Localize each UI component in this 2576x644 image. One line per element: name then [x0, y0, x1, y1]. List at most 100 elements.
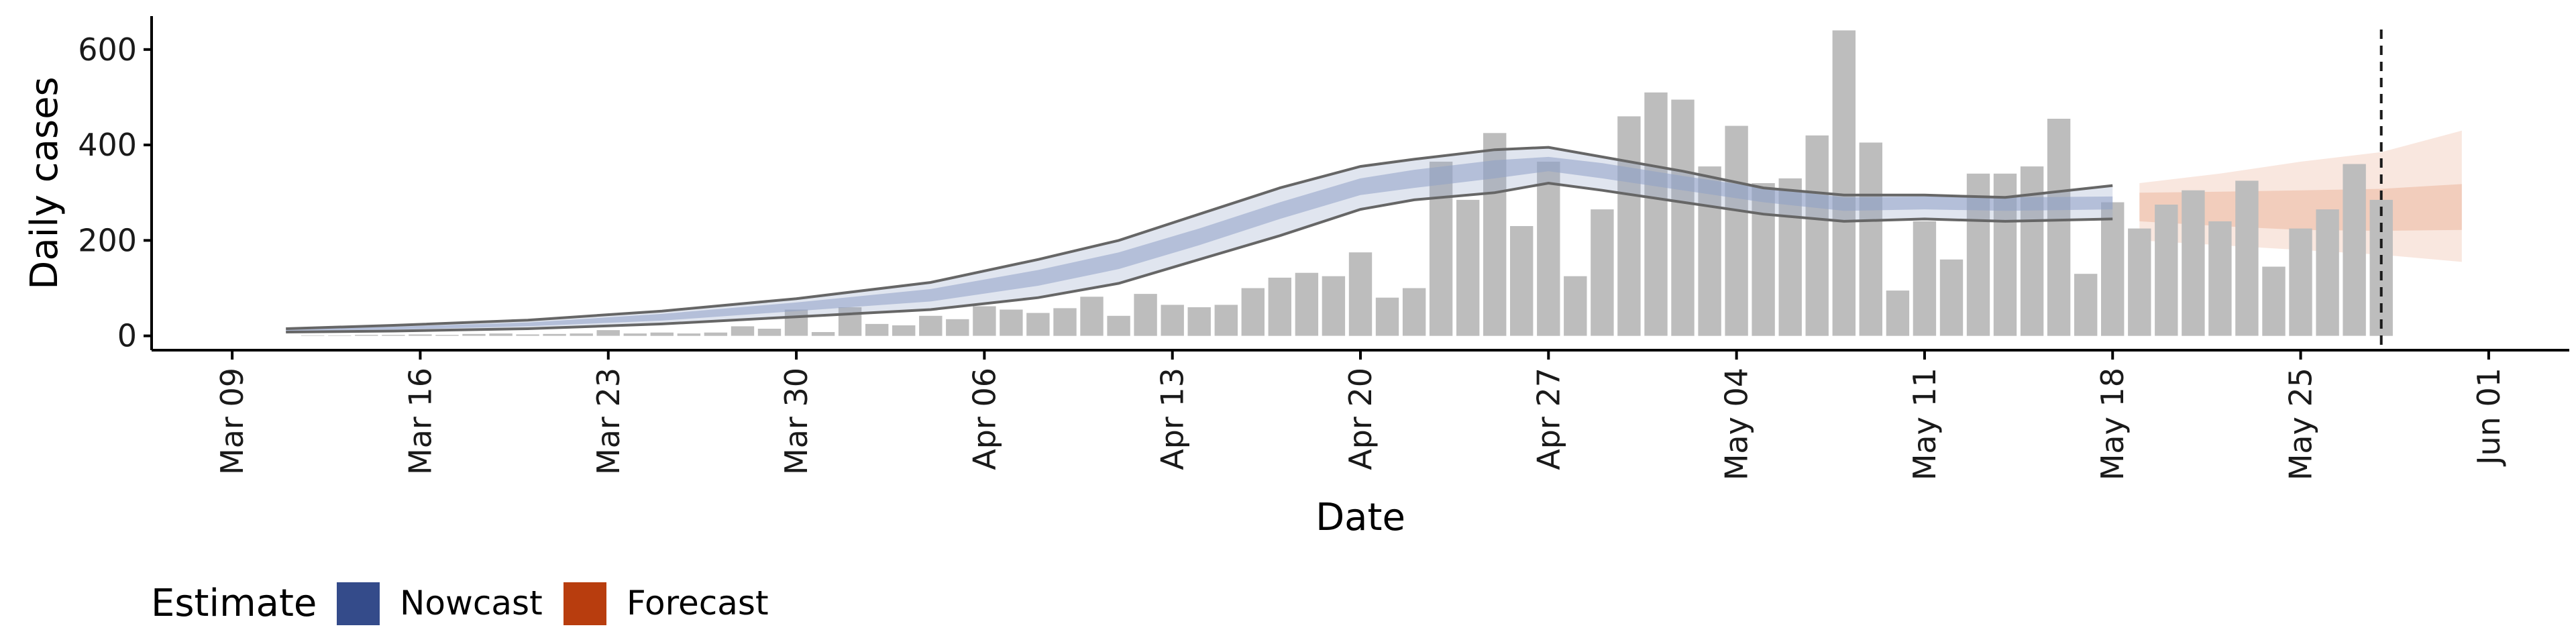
bar	[1026, 313, 1050, 336]
x-tick-label: Mar 09	[214, 368, 250, 475]
y-axis-ticks: 0 200 400 600	[78, 32, 152, 354]
bar	[623, 333, 647, 336]
x-tick-label: Apr 13	[1155, 368, 1191, 470]
bar	[2235, 180, 2259, 336]
bar	[2155, 205, 2178, 336]
bar	[1053, 308, 1077, 336]
bar	[784, 309, 808, 336]
x-axis-title: Date	[1316, 496, 1405, 539]
bar	[328, 335, 352, 336]
bar	[1913, 221, 1937, 336]
x-tick-label: Apr 27	[1530, 368, 1566, 470]
nowcast-bands	[286, 146, 2113, 333]
x-tick-label: Jun 01	[2471, 368, 2507, 467]
bar	[1859, 142, 1882, 336]
y-tick-label: 600	[78, 32, 137, 68]
bar	[865, 323, 889, 336]
plot-area	[286, 30, 2462, 350]
bar	[1187, 307, 1211, 336]
bar	[2208, 221, 2232, 336]
bar	[677, 333, 701, 336]
bar	[811, 332, 835, 336]
bar	[1617, 116, 1641, 336]
legend-label-nowcast: Nowcast	[400, 584, 543, 623]
bar	[1322, 276, 1346, 336]
bar	[1000, 309, 1023, 336]
bar	[409, 334, 432, 336]
bar	[1644, 92, 1668, 336]
bar	[731, 326, 755, 336]
x-tick-label: Mar 16	[402, 368, 438, 475]
bar	[838, 307, 862, 336]
bar	[1939, 259, 1964, 336]
bar	[462, 333, 486, 336]
legend-swatch-forecast	[564, 582, 606, 625]
x-tick-label: May 11	[1907, 368, 1943, 480]
bar	[1752, 183, 1775, 336]
bar	[1564, 276, 1587, 336]
y-tick-label: 400	[78, 127, 137, 163]
nowcast-lower-line	[286, 181, 2113, 333]
x-tick-label: Mar 30	[778, 368, 814, 475]
bar	[596, 330, 620, 336]
bar	[2343, 164, 2366, 336]
bar	[757, 329, 782, 336]
bar	[1161, 305, 1184, 336]
y-tick-label: 200	[78, 222, 137, 258]
legend: Estimate Nowcast Forecast	[151, 582, 769, 625]
bar	[1725, 125, 1748, 336]
nowcast-upper-line	[286, 146, 2113, 330]
legend-label-forecast: Forecast	[627, 584, 769, 623]
bar	[1886, 290, 1910, 336]
legend-title: Estimate	[151, 582, 317, 625]
bar	[1375, 297, 1399, 336]
x-axis-ticks: Mar 09 Mar 16 Mar 23 Mar 30 Apr 06 Apr 13 Apr …	[214, 350, 2507, 480]
bar	[1671, 99, 1695, 336]
bar	[1832, 30, 1856, 336]
bar	[1537, 162, 1560, 336]
bar	[2182, 190, 2205, 336]
bar	[1805, 135, 1829, 336]
bar	[1134, 294, 1157, 336]
bar	[2262, 266, 2286, 336]
bar	[1348, 252, 1373, 336]
y-axis-title: Daily cases	[23, 76, 66, 289]
axes: 0 200 400 600 Mar 09 Mar 16 Mar 23 Mar 30 Apr 0…	[78, 16, 2569, 480]
bar	[2101, 202, 2125, 336]
bar	[1429, 162, 1453, 336]
x-tick-label: May 25	[2283, 368, 2319, 480]
bar	[2020, 166, 2044, 336]
nowcast-inner-band	[286, 156, 2113, 331]
bar	[1456, 199, 1480, 336]
x-tick-label: May 04	[1719, 368, 1755, 480]
bar	[946, 319, 969, 336]
x-tick-label: Apr 06	[966, 368, 1002, 470]
x-tick-label: Apr 20	[1342, 368, 1379, 470]
bar	[516, 334, 539, 336]
bar	[1241, 288, 1265, 336]
bar	[2047, 119, 2071, 336]
bar	[973, 306, 996, 336]
bar	[1402, 288, 1426, 336]
bar	[570, 333, 593, 336]
bar	[704, 332, 728, 336]
bar	[2316, 209, 2339, 336]
bar	[892, 325, 916, 336]
bar	[1295, 272, 1319, 336]
x-tick-label: Mar 23	[590, 368, 627, 475]
x-tick-label: May 18	[2094, 368, 2131, 480]
bar	[1510, 226, 1534, 336]
bar	[543, 333, 566, 336]
bar	[2074, 274, 2098, 336]
bar	[1591, 209, 1614, 336]
bar	[2128, 228, 2151, 336]
bar	[301, 335, 325, 336]
legend-swatch-nowcast	[337, 582, 380, 625]
reported-cases-bars	[301, 30, 2393, 336]
bar	[1080, 297, 1104, 336]
bar	[1214, 305, 1238, 336]
bar	[650, 332, 674, 336]
bar	[919, 315, 943, 336]
bar	[1107, 315, 1130, 336]
